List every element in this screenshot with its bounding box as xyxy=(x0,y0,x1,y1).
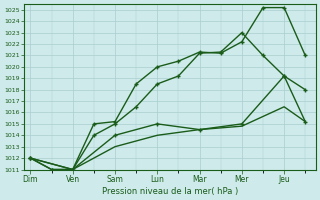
X-axis label: Pression niveau de la mer( hPa ): Pression niveau de la mer( hPa ) xyxy=(102,187,238,196)
